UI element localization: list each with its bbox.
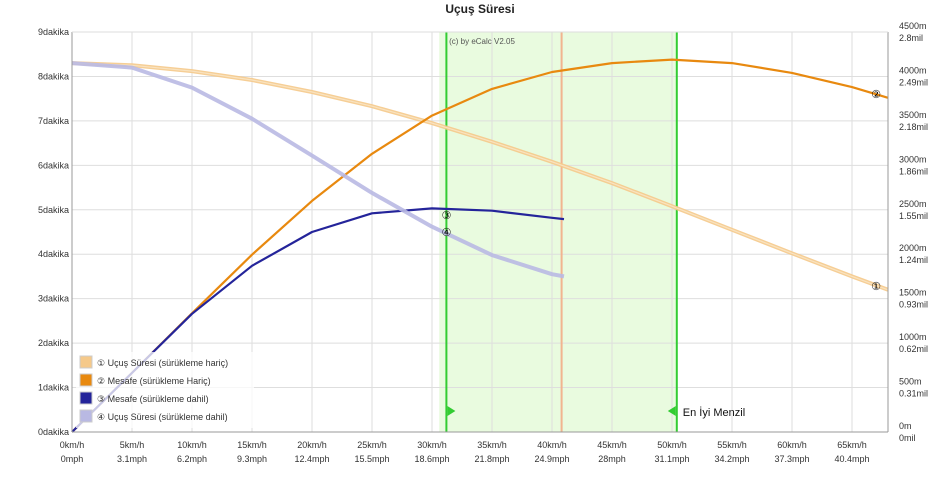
y-right-tick-label-m: 1000m xyxy=(899,332,927,342)
series-marker-label: ② xyxy=(871,89,881,101)
y-left-tick-label: 0dakika xyxy=(38,427,69,437)
y-right-tick-label-m: 1500m xyxy=(899,288,927,298)
x-tick-label-kmh: 40km/h xyxy=(537,440,567,450)
legend-label: ④ Uçuş Süresi (sürükleme dahil) xyxy=(97,412,228,422)
x-tick-label-mph: 34.2mph xyxy=(714,454,749,464)
x-tick-label-kmh: 35km/h xyxy=(477,440,507,450)
x-tick-label-mph: 21.8mph xyxy=(474,454,509,464)
series-markers: ① ② ③ ④ xyxy=(441,89,881,293)
y-left-tick-label: 4dakika xyxy=(38,249,69,259)
y-left-tick-label: 8dakika xyxy=(38,71,69,81)
x-tick-label-mph: 6.2mph xyxy=(177,454,207,464)
legend-swatch xyxy=(79,391,93,405)
y-right-tick-label-m: 4500m xyxy=(899,21,927,31)
chart-title: Uçuş Süresi xyxy=(445,2,514,16)
x-tick-label-mph: 18.6mph xyxy=(414,454,449,464)
x-tick-label-mph: 12.4mph xyxy=(294,454,329,464)
x-tick-label-kmh: 25km/h xyxy=(357,440,387,450)
shaded-region xyxy=(439,32,677,432)
x-tick-label-kmh: 30km/h xyxy=(417,440,447,450)
y-left-tick-label: 1dakika xyxy=(38,383,69,393)
y-left-tick-label: 9dakika xyxy=(38,27,69,37)
y-right-tick-label-m: 0m xyxy=(899,421,912,431)
x-tick-label-kmh: 0km/h xyxy=(60,440,85,450)
y-right-tick-label-mil: 0.93mil xyxy=(899,300,928,310)
series-line xyxy=(71,207,565,433)
series-marker-label: ③ xyxy=(441,210,451,222)
series-line xyxy=(71,58,889,433)
legend-swatch xyxy=(79,409,93,423)
y-left-tick-label: 3dakika xyxy=(38,294,69,304)
y-right-tick-label-mil: 1.86mil xyxy=(899,166,928,176)
y-right-tick-label-m: 3000m xyxy=(899,154,927,164)
y-right-tick-label-mil: 0.31mil xyxy=(899,389,928,399)
legend-label: ③ Mesafe (sürükleme dahil) xyxy=(97,394,209,404)
series-line xyxy=(71,61,565,279)
y-right-tick-label-mil: 0mil xyxy=(899,433,916,443)
x-tick-label-kmh: 20km/h xyxy=(297,440,327,450)
x-tick-label-kmh: 65km/h xyxy=(837,440,867,450)
x-tick-label-mph: 40.4mph xyxy=(834,454,869,464)
recommended-range-shading xyxy=(439,32,677,432)
x-tick-label-kmh: 45km/h xyxy=(597,440,627,450)
watermark-text: (c) by eCalc V2.05 xyxy=(449,37,515,46)
x-tick-label-mph: 31.1mph xyxy=(654,454,689,464)
arrow-left-icon xyxy=(667,406,676,416)
x-tick-label-kmh: 10km/h xyxy=(177,440,207,450)
y-left-tick-label: 6dakika xyxy=(38,160,69,170)
y-left-tick-label: 2dakika xyxy=(38,338,69,348)
grid-lines xyxy=(71,31,888,433)
legend-swatch xyxy=(79,373,93,387)
reference-line-label: En İyi Menzil xyxy=(683,406,745,419)
series-line-highlight xyxy=(71,62,889,291)
y-right-tick-label-mil: 1.24mil xyxy=(899,255,928,265)
arrow-right-icon xyxy=(447,406,456,416)
y-right-tick-label-mil: 2.49mil xyxy=(899,77,928,87)
x-tick-label-kmh: 50km/h xyxy=(657,440,687,450)
legend-label: ① Uçuş Süresi (sürükleme hariç) xyxy=(97,358,228,368)
x-tick-label-kmh: 55km/h xyxy=(717,440,747,450)
x-tick-label-mph: 24.9mph xyxy=(534,454,569,464)
series-marker-label: ④ xyxy=(441,227,451,239)
y-left-tick-label: 5dakika xyxy=(38,205,69,215)
x-tick-label-mph: 0mph xyxy=(61,454,84,464)
y-left-tick-label: 7dakika xyxy=(38,116,69,126)
y-right-tick-label-m: 500m xyxy=(899,377,922,387)
axes: 0km/h 0mph 5km/h 3.1mph 10km/h 6.2mph 15km/h 9.… xyxy=(38,21,928,464)
x-tick-label-mph: 15.5mph xyxy=(354,454,389,464)
y-right-tick-label-mil: 2.18mil xyxy=(899,122,928,132)
x-tick-label-mph: 37.3mph xyxy=(774,454,809,464)
y-right-tick-label-mil: 1.55mil xyxy=(899,211,928,221)
y-right-tick-label-mil: 0.62mil xyxy=(899,344,928,354)
y-right-tick-label-mil: 2.8mil xyxy=(899,33,923,43)
series-lines xyxy=(71,58,889,433)
x-tick-label-kmh: 60km/h xyxy=(777,440,807,450)
y-right-tick-label-m: 4000m xyxy=(899,65,927,75)
series-marker-label: ① xyxy=(871,281,881,293)
legend-background xyxy=(76,352,254,428)
y-right-tick-label-m: 2000m xyxy=(899,243,927,253)
y-right-tick-label-m: 2500m xyxy=(899,199,927,209)
legend-swatch xyxy=(79,355,93,369)
legend-label: ② Mesafe (sürükleme Hariç) xyxy=(97,376,211,386)
x-tick-label-mph: 3.1mph xyxy=(117,454,147,464)
y-right-tick-label-m: 3500m xyxy=(899,110,927,120)
x-tick-label-kmh: 5km/h xyxy=(120,440,145,450)
x-tick-label-kmh: 15km/h xyxy=(237,440,267,450)
x-tick-label-mph: 28mph xyxy=(598,454,626,464)
chart-legend: ① Uçuş Süresi (sürükleme hariç) ② Mesafe … xyxy=(76,352,254,428)
x-tick-label-mph: 9.3mph xyxy=(237,454,267,464)
